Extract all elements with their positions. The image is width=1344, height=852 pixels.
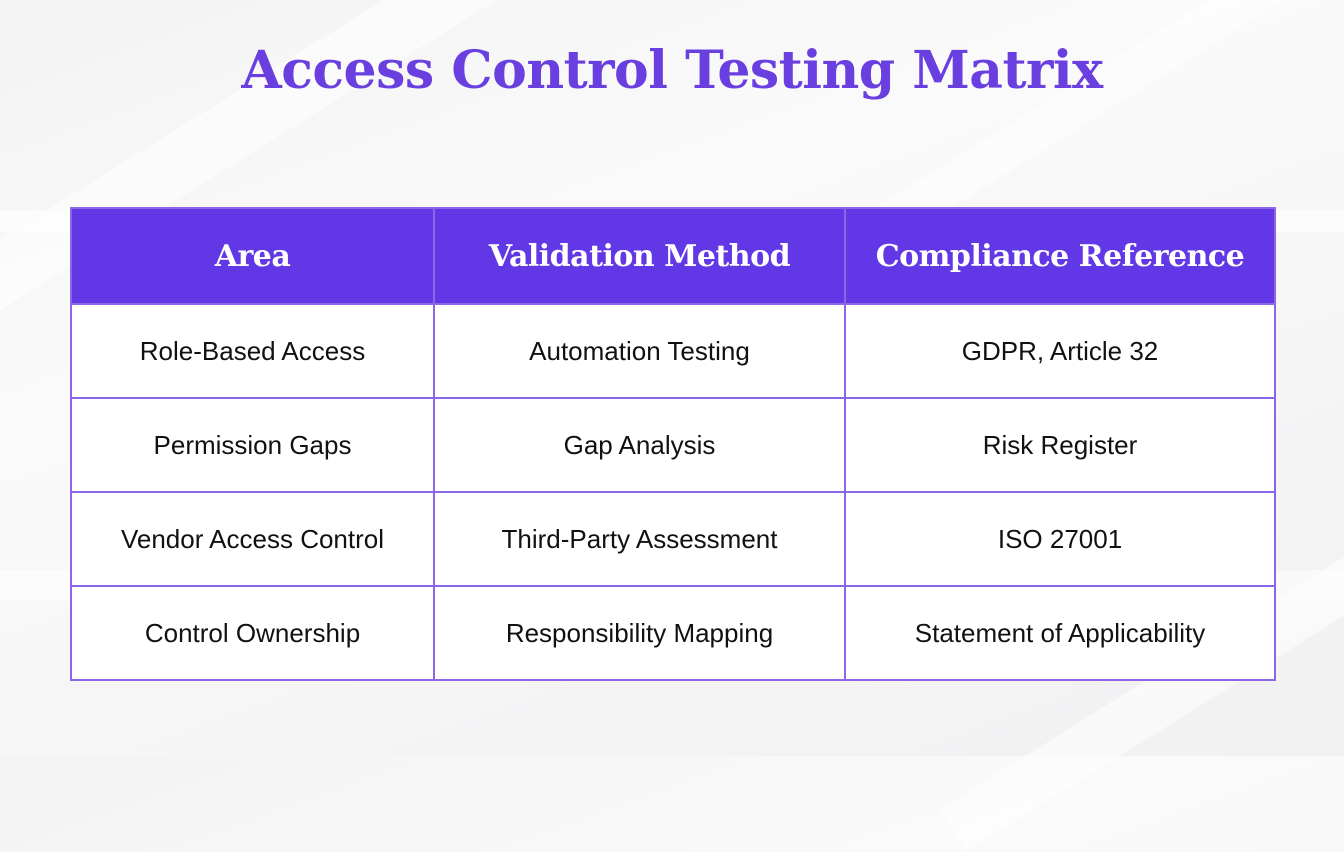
cell-validation-method: Third-Party Assessment xyxy=(433,491,846,587)
cell-validation-method: Responsibility Mapping xyxy=(433,585,846,681)
header-row: Area Validation Method Compliance Refere… xyxy=(70,207,1276,305)
cell-compliance-reference: ISO 27001 xyxy=(844,491,1276,587)
table-header: Area Validation Method Compliance Refere… xyxy=(70,207,1276,305)
table-row: Control Ownership Responsibility Mapping… xyxy=(70,585,1276,681)
cell-area: Control Ownership xyxy=(70,585,435,681)
cell-compliance-reference: Statement of Applicability xyxy=(844,585,1276,681)
cell-validation-method: Gap Analysis xyxy=(433,397,846,493)
page-title: Access Control Testing Matrix xyxy=(241,40,1103,101)
table-row: Role-Based Access Automation Testing GDP… xyxy=(70,303,1276,399)
cell-compliance-reference: Risk Register xyxy=(844,397,1276,493)
cell-area: Role-Based Access xyxy=(70,303,435,399)
cell-area: Permission Gaps xyxy=(70,397,435,493)
table-row: Permission Gaps Gap Analysis Risk Regist… xyxy=(70,397,1276,493)
column-header-compliance-reference: Compliance Reference xyxy=(844,207,1276,305)
cell-validation-method: Automation Testing xyxy=(433,303,846,399)
table-body: Role-Based Access Automation Testing GDP… xyxy=(70,303,1276,681)
testing-matrix-table: Area Validation Method Compliance Refere… xyxy=(70,207,1276,681)
cell-area: Vendor Access Control xyxy=(70,491,435,587)
column-header-area: Area xyxy=(70,207,435,305)
table-row: Vendor Access Control Third-Party Assess… xyxy=(70,491,1276,587)
cell-compliance-reference: GDPR, Article 32 xyxy=(844,303,1276,399)
column-header-validation-method: Validation Method xyxy=(433,207,846,305)
